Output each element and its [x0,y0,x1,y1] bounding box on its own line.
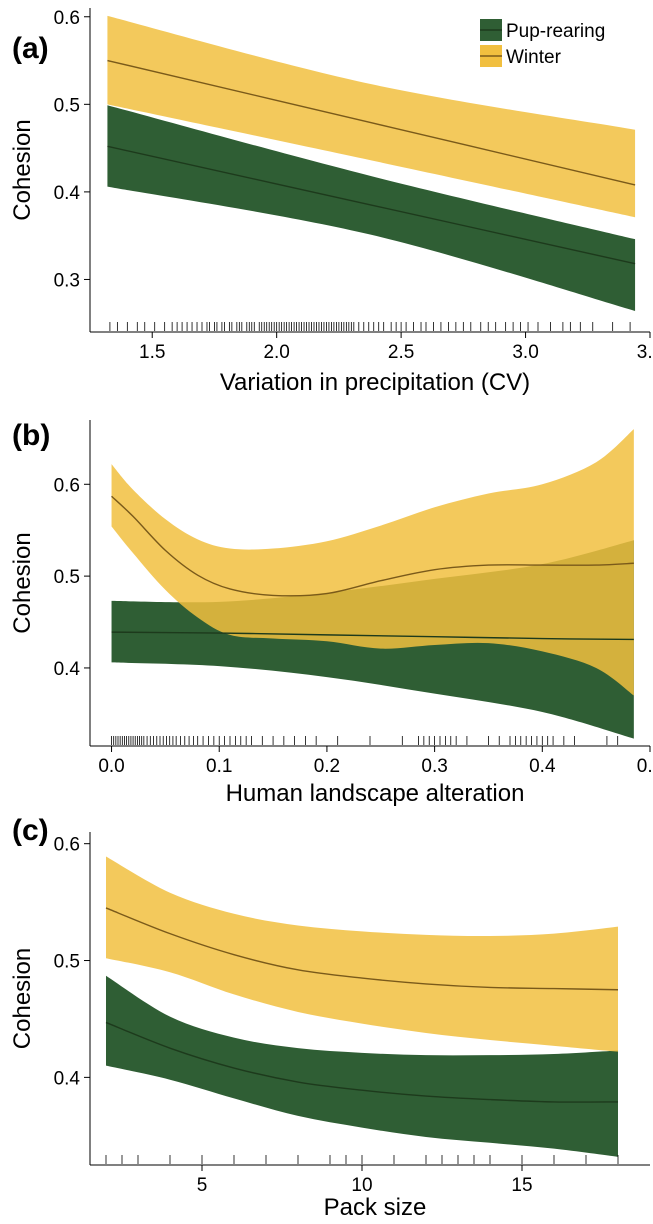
fit-line-pup-rearing [111,631,634,641]
fit-line-pup-rearing [107,145,636,265]
y-tick-label: 0.6 [54,835,80,856]
x-tick-label: 0.3 [421,756,447,777]
x-axis-label: Variation in precipitation (CV) [220,369,530,396]
x-tick-label: 15 [511,1175,532,1196]
y-tick-label: 0.6 [54,475,80,496]
panel-label: (c) [12,814,49,847]
x-tick-label: 5 [197,1175,208,1196]
rug-marks [109,322,631,331]
y-tick-label: 0.4 [54,1068,81,1089]
rug-marks [111,736,619,745]
x-tick-label: 0.4 [529,756,556,777]
x-tick-label: 3.0 [512,342,538,363]
x-tick-label: 0.1 [206,756,232,777]
x-tick-label: 2.5 [388,342,414,363]
legend: Pup-rearing Winter [480,19,605,68]
y-tick-label: 0.3 [54,270,80,291]
x-tick-label: 1.5 [139,342,165,363]
x-tick-label: 0.2 [314,756,340,777]
y-tick-label: 0.5 [54,567,80,588]
panel-b: 0.4 0.5 0.6 0.0 0.1 0.2 0.3 0.4 0.5 Human landsca… [9,419,653,807]
y-axis-label: Cohesion [9,532,36,633]
y-tick-label: 0.4 [54,183,81,204]
x-tick-label: 10 [351,1175,372,1196]
y-tick-label: 0.4 [54,659,81,680]
rug-marks [105,1155,619,1164]
fit-line-pup-rearing [105,1021,619,1103]
fit-line-winter [107,59,636,186]
panel-label: (b) [12,419,50,452]
y-tick-label: 0.5 [54,95,80,116]
ci-band-pup-rearing [107,105,636,311]
panel-a: 0.3 0.4 0.5 0.6 1.5 2.0 2.5 3.0 3.5 Variation in … [9,8,653,396]
y-tick-label: 0.6 [54,8,80,29]
y-axis-label: Cohesion [9,948,36,1049]
ci-band-winter [111,429,634,696]
legend-label: Pup-rearing [506,21,605,42]
fit-line-winter [105,907,619,991]
x-tick-label: 0.0 [98,756,124,777]
ci-band-pup-rearing [106,975,618,1157]
y-axis-label: Cohesion [9,119,36,220]
legend-label: Winter [506,47,562,68]
panel-c: 0.4 0.5 0.6 5 10 15 Pack size Cohesion (c) [9,814,650,1221]
fit-line-winter [111,495,634,597]
y-tick-label: 0.5 [54,952,80,973]
ci-band-winter [107,15,636,218]
x-tick-label: 2.0 [263,342,289,363]
x-axis-label: Pack size [324,1194,427,1221]
x-tick-label: 0.5 [637,756,653,777]
panel-label: (a) [12,32,49,65]
x-axis-label: Human landscape alteration [226,780,525,807]
ci-band-winter [106,856,618,1052]
x-tick-label: 3.5 [637,342,653,363]
